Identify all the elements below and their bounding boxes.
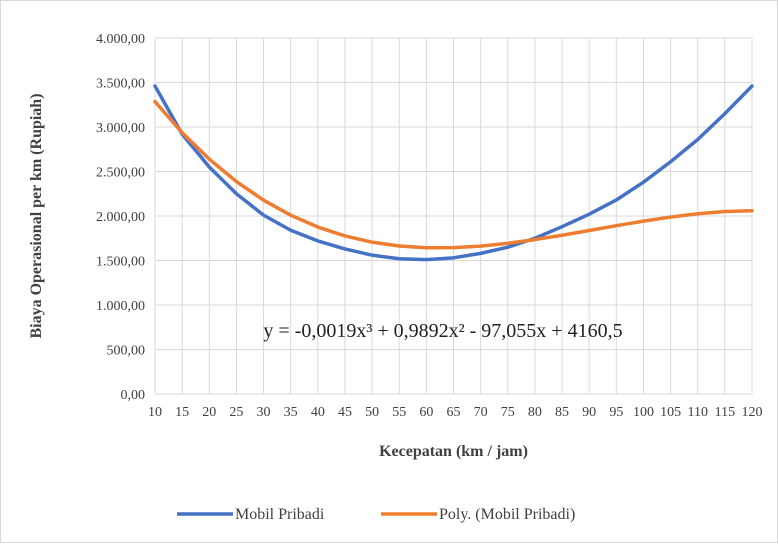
y-tick-label: 3.000,00 (96, 121, 145, 136)
y-tick-label: 1.500,00 (96, 255, 145, 270)
x-tick-label: 85 (555, 405, 569, 420)
series-lines (153, 84, 754, 262)
x-axis-title: Kecepatan (km / jam) (379, 443, 528, 460)
y-tick-label: 500,00 (107, 344, 146, 359)
x-tick-label: 65 (447, 405, 461, 420)
x-tick-label: 10 (148, 405, 162, 420)
trendline-equation: y = -0,0019x³ + 0,9892x² - 97,055x + 416… (263, 320, 622, 342)
y-tick-label: 2.000,00 (96, 210, 145, 225)
legend-label: Poly. (Mobil Pribadi) (439, 506, 575, 523)
x-tick-label: 105 (660, 405, 681, 420)
x-tick-label: 15 (175, 405, 189, 420)
x-tick-label: 115 (715, 405, 735, 420)
x-tick-label: 110 (687, 405, 707, 420)
x-tick-label: 20 (202, 405, 216, 420)
x-tick-label: 90 (582, 405, 596, 420)
x-tick-label: 120 (742, 405, 763, 420)
x-tick-label: 100 (633, 405, 654, 420)
y-tick-label: 4.000,00 (96, 32, 145, 47)
series-line-poly-trendline (153, 99, 754, 250)
series-line-mobil-pribadi (153, 84, 754, 262)
legend: Mobil Pribadi Poly. (Mobil Pribadi) (177, 506, 575, 523)
x-tick-label: 60 (419, 405, 433, 420)
x-tick-label: 45 (338, 405, 352, 420)
x-tick-labels: 10 15 20 25 30 35 40 45 50 55 60 65 70 75 80 85 90 95 100 1… (148, 405, 763, 420)
legend-label: Mobil Pribadi (235, 506, 325, 523)
y-tick-label: 1.000,00 (96, 299, 145, 314)
x-tick-label: 25 (229, 405, 243, 420)
x-tick-label: 75 (501, 405, 515, 420)
y-tick-labels: 0,00 500,00 1.000,00 1.500,00 2.000,00 2.500,… (96, 32, 145, 403)
x-tick-label: 50 (365, 405, 379, 420)
x-tick-label: 95 (609, 405, 623, 420)
x-tick-label: 40 (311, 405, 325, 420)
gridlines (154, 37, 753, 395)
y-tick-label: 0,00 (121, 388, 146, 403)
y-tick-label: 2.500,00 (96, 166, 145, 181)
y-axis-title: Biaya Operasional per km (Rupiah) (28, 93, 45, 338)
x-tick-label: 35 (284, 405, 298, 420)
x-tick-label: 55 (392, 405, 406, 420)
y-tick-label: 3.500,00 (96, 77, 145, 92)
x-tick-label: 30 (257, 405, 271, 420)
x-tick-label: 80 (528, 405, 542, 420)
x-tick-label: 70 (474, 405, 488, 420)
